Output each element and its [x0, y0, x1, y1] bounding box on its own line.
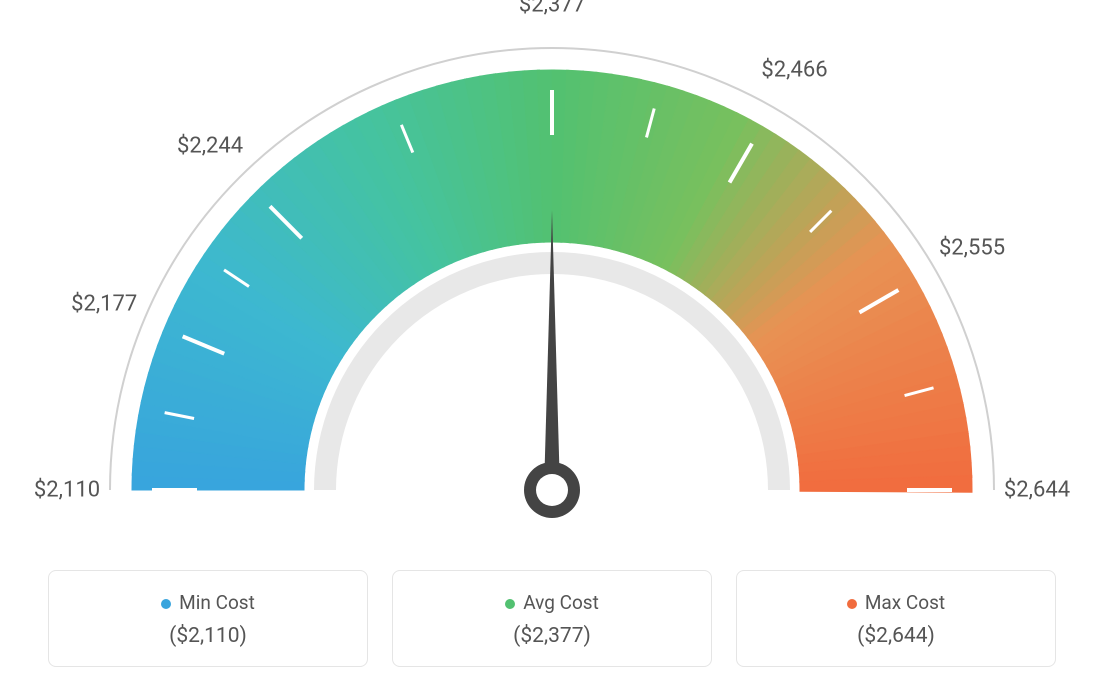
min-cost-value: ($2,110)	[49, 624, 367, 648]
avg-cost-value: ($2,377)	[393, 624, 711, 648]
summary-cards: Min Cost ($2,110) Avg Cost ($2,377) Max …	[0, 570, 1104, 667]
max-dot-icon	[847, 599, 857, 609]
max-cost-title: Max Cost	[737, 591, 1055, 614]
gauge-tick-label: $2,377	[519, 0, 585, 18]
max-cost-label: Max Cost	[865, 591, 945, 614]
avg-cost-title: Avg Cost	[393, 591, 711, 614]
min-cost-card: Min Cost ($2,110)	[48, 570, 368, 667]
gauge-svg	[0, 0, 1104, 560]
avg-dot-icon	[505, 599, 515, 609]
gauge-tick-label: $2,177	[71, 291, 137, 316]
max-cost-card: Max Cost ($2,644)	[736, 570, 1056, 667]
gauge-tick-label: $2,644	[1004, 478, 1070, 503]
max-cost-value: ($2,644)	[737, 624, 1055, 648]
gauge-chart: $2,110 $2,177 $2,244 $2,377 $2,466 $2,555 $2,6…	[0, 0, 1104, 560]
gauge-tick-label: $2,110	[34, 478, 100, 503]
gauge-tick-label: $2,244	[177, 134, 243, 159]
min-cost-title: Min Cost	[49, 591, 367, 614]
min-dot-icon	[161, 599, 171, 609]
avg-cost-label: Avg Cost	[523, 591, 599, 614]
min-cost-label: Min Cost	[179, 591, 255, 614]
gauge-tick-label: $2,555	[939, 235, 1005, 260]
avg-cost-card: Avg Cost ($2,377)	[392, 570, 712, 667]
gauge-tick-label: $2,466	[761, 57, 827, 82]
